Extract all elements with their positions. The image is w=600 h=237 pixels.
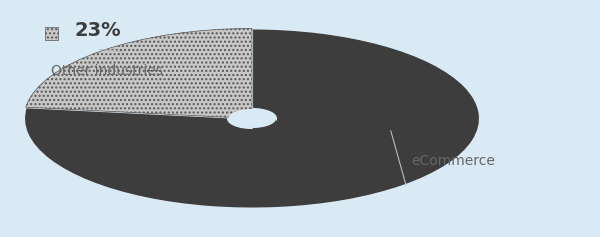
Text: eCommerce: eCommerce	[411, 154, 495, 168]
Wedge shape	[26, 28, 276, 128]
FancyBboxPatch shape	[45, 27, 58, 40]
Wedge shape	[24, 28, 480, 209]
Circle shape	[228, 109, 276, 128]
Text: 77%: 77%	[432, 116, 479, 135]
FancyBboxPatch shape	[405, 124, 418, 137]
Text: 23%: 23%	[75, 21, 122, 40]
Text: Other industries: Other industries	[51, 64, 163, 78]
